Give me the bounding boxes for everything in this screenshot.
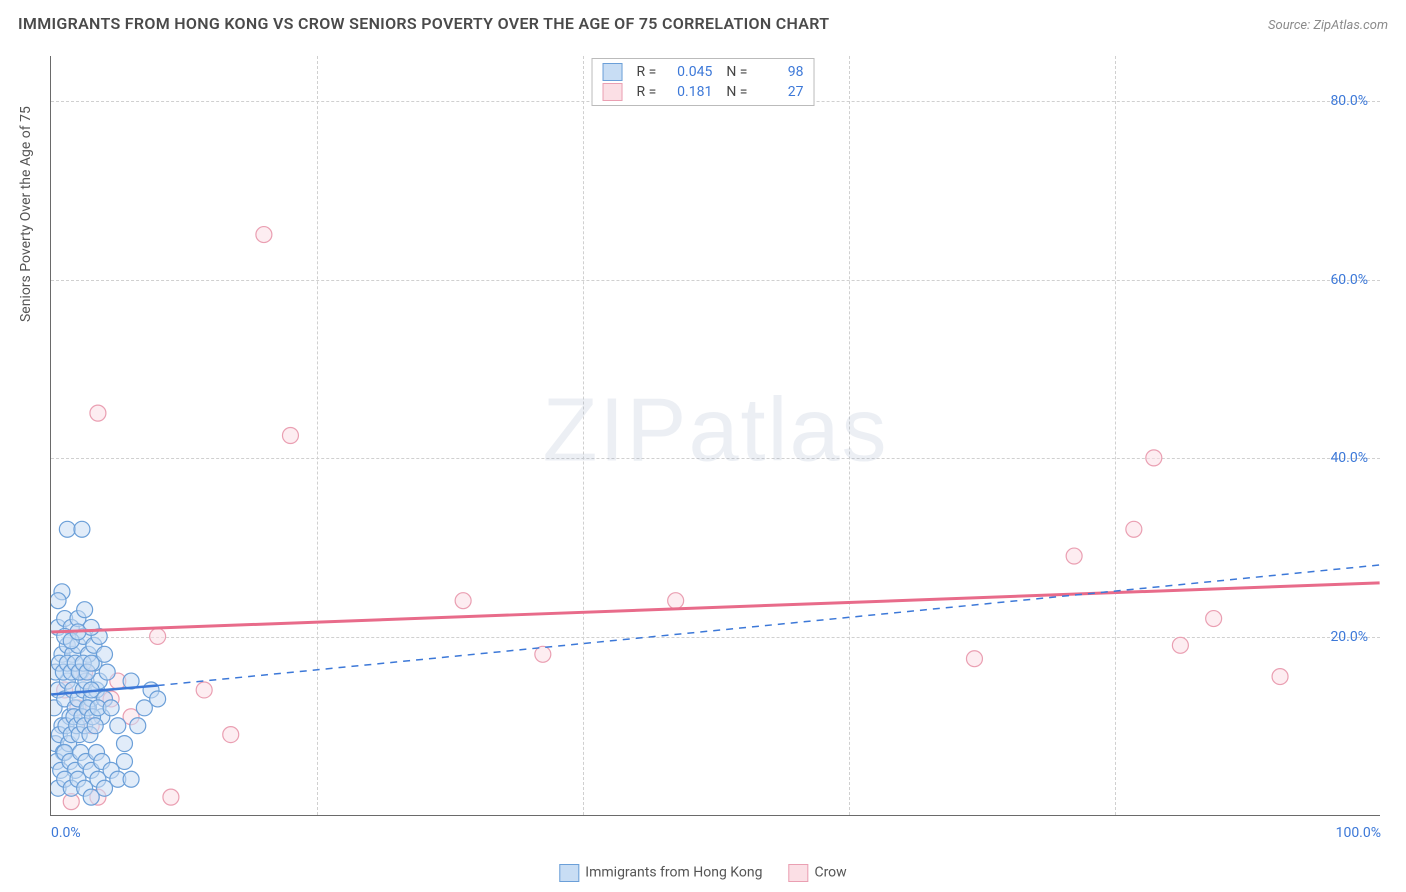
trend-line-crow: [51, 583, 1379, 632]
scatter-point-hongkong: [51, 593, 66, 609]
legend-swatch-crow: [603, 83, 623, 101]
x-tick-label: 100.0%: [1336, 825, 1381, 841]
scatter-point-hongkong: [116, 753, 132, 769]
legend-swatch-hongkong: [603, 63, 623, 81]
scatter-point-hongkong: [150, 691, 166, 707]
legend-swatch-hongkong: [559, 864, 579, 882]
legend-label: Immigrants from Hong Kong: [585, 865, 762, 881]
legend-r-label: R =: [637, 64, 657, 80]
scatter-point-hongkong: [123, 771, 139, 787]
trend-line-hongkong-extended: [158, 565, 1380, 686]
scatter-point-hongkong: [59, 521, 75, 537]
scatter-point-crow: [1146, 450, 1162, 466]
legend-n-value: 27: [761, 84, 803, 100]
scatter-point-crow: [90, 405, 106, 421]
x-tick-label: 0.0%: [51, 825, 81, 841]
scatter-point-crow: [1126, 521, 1142, 537]
title-row: IMMIGRANTS FROM HONG KONG VS CROW SENIOR…: [18, 14, 1388, 33]
y-axis-title: Seniors Poverty Over the Age of 75: [18, 106, 34, 322]
scatter-plot-svg: [51, 56, 1380, 815]
scatter-point-crow: [1206, 611, 1222, 627]
scatter-point-hongkong: [99, 664, 115, 680]
legend-swatch-crow: [788, 864, 808, 882]
legend-r-label: R =: [637, 84, 657, 100]
plot-area: ZIPatlas 20.0%40.0%60.0%80.0%0.0%100.0%: [50, 56, 1380, 816]
legend-n-label: N =: [726, 84, 747, 100]
legend-series: Immigrants from Hong Kong Crow: [559, 864, 846, 882]
source-prefix: Source:: [1268, 18, 1313, 33]
legend-n-label: N =: [726, 64, 747, 80]
scatter-point-hongkong: [103, 700, 119, 716]
scatter-point-crow: [1272, 669, 1288, 685]
scatter-point-crow: [1066, 548, 1082, 564]
scatter-point-crow: [1172, 637, 1188, 653]
legend-item: Crow: [788, 864, 846, 882]
scatter-point-crow: [223, 727, 239, 743]
scatter-point-hongkong: [87, 718, 103, 734]
scatter-point-hongkong: [116, 736, 132, 752]
scatter-point-crow: [668, 593, 684, 609]
scatter-point-crow: [163, 789, 179, 805]
chart-title: IMMIGRANTS FROM HONG KONG VS CROW SENIOR…: [18, 14, 829, 33]
scatter-point-crow: [455, 593, 471, 609]
scatter-point-hongkong: [83, 655, 99, 671]
scatter-point-crow: [282, 428, 298, 444]
legend-r-value: 0.181: [670, 84, 712, 100]
legend-correlation: R = 0.045 N = 98 R = 0.181 N = 27: [592, 58, 815, 106]
scatter-point-hongkong: [74, 521, 90, 537]
source-value: ZipAtlas.com: [1313, 18, 1388, 33]
legend-n-value: 98: [761, 64, 803, 80]
legend-r-value: 0.045: [670, 64, 712, 80]
scatter-point-crow: [966, 651, 982, 667]
scatter-point-hongkong: [110, 718, 126, 734]
scatter-point-hongkong: [77, 602, 93, 618]
legend-label: Crow: [814, 865, 846, 881]
legend-item: Immigrants from Hong Kong: [559, 864, 762, 882]
scatter-point-crow: [256, 227, 272, 243]
source-label: Source: ZipAtlas.com: [1268, 18, 1388, 33]
scatter-point-hongkong: [130, 718, 146, 734]
scatter-point-crow: [150, 628, 166, 644]
scatter-point-crow: [196, 682, 212, 698]
